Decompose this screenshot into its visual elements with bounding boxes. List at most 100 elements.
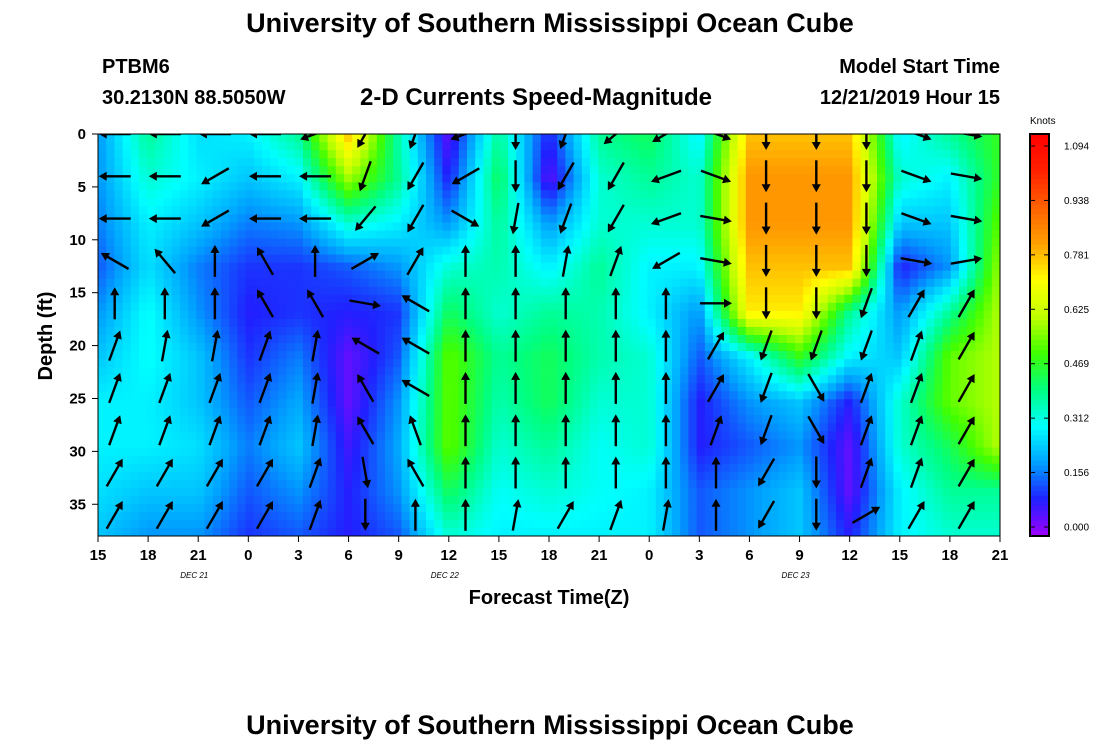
current-arrow (557, 161, 575, 191)
current-arrow (900, 169, 932, 184)
current-arrow (561, 456, 571, 489)
current-arrow (461, 414, 470, 447)
current-arrow (401, 379, 430, 397)
chart-title: University of Southern Mississippi Ocean… (246, 8, 854, 38)
current-arrow (758, 458, 776, 487)
current-arrow (761, 287, 771, 320)
current-arrow (607, 204, 625, 233)
colorbar-tick-label: 1.094 (1064, 142, 1089, 153)
x-tick-label: 18 (942, 547, 959, 564)
current-arrow (406, 247, 424, 276)
x-tick-label: 21 (591, 547, 608, 564)
model-start-label: Model Start Time (839, 56, 1000, 78)
current-arrow (258, 372, 272, 404)
current-arrow (158, 372, 172, 404)
current-arrow (661, 414, 671, 447)
date-labels: DEC 21 DEC 22 DEC 23 (180, 571, 810, 580)
model-start-value: 12/21/2019 Hour 15 (819, 87, 1000, 109)
current-arrow (859, 330, 873, 361)
current-arrow (556, 501, 574, 530)
y-tick-label: 0 (78, 126, 86, 143)
current-arrow (859, 457, 874, 489)
current-arrow (811, 160, 821, 193)
colorbar-tick-label: 0.000 (1064, 523, 1089, 534)
current-arrow (98, 214, 131, 224)
x-axis-label: Forecast Time(Z) (469, 587, 630, 609)
current-arrow (652, 251, 681, 269)
y-tick-label: 20 (69, 338, 86, 355)
y-tick-label: 25 (69, 390, 86, 407)
colorbar-tick-label: 0.469 (1064, 359, 1089, 370)
current-arrow (349, 299, 381, 310)
y-tick-label: 10 (69, 232, 86, 249)
current-arrow (909, 330, 924, 362)
current-arrow (408, 415, 422, 446)
current-arrow (450, 209, 480, 227)
y-axis-label: Depth (ft) (35, 292, 57, 381)
current-arrow (700, 298, 732, 308)
x-tick-label: 15 (891, 547, 908, 564)
current-arrow (308, 499, 323, 531)
current-arrow (407, 161, 425, 191)
colorbar-tick-label: 0.156 (1064, 468, 1089, 479)
x-tick-label: 15 (491, 547, 508, 564)
current-arrow (208, 372, 222, 404)
current-arrow (861, 160, 871, 193)
current-arrow (861, 134, 871, 150)
colorbar-tick-label: 0.312 (1064, 414, 1089, 425)
colorbar-tick-label: 0.625 (1064, 305, 1089, 316)
colorbar: 1.094 0.938 0.781 0.625 0.469 0.312 0.156 0.000 (1029, 133, 1089, 537)
current-arrow (900, 212, 932, 226)
current-arrow (861, 202, 871, 235)
current-arrow (257, 289, 275, 318)
current-arrow (609, 245, 623, 277)
current-arrow (205, 458, 223, 488)
x-tick-label: 9 (394, 547, 402, 564)
current-arrow (110, 287, 120, 320)
current-arrow (950, 255, 983, 265)
current-arrow (108, 372, 122, 404)
current-arrow (603, 134, 618, 145)
current-arrow (611, 287, 621, 320)
current-arrow (155, 458, 173, 488)
current-arrow (511, 329, 521, 362)
current-arrow (759, 372, 773, 403)
y-tick-label: 35 (69, 496, 86, 513)
current-arrow (611, 456, 621, 489)
current-arrow (611, 329, 621, 362)
current-arrow (650, 169, 682, 184)
y-axis-ticks: 0 5 10 15 20 25 30 35 (69, 126, 98, 513)
current-arrow (706, 374, 724, 403)
current-arrow (909, 457, 924, 489)
x-tick-label: 9 (795, 547, 803, 564)
current-arrow (511, 456, 521, 489)
current-arrow (957, 289, 975, 318)
x-tick-label: 15 (90, 547, 107, 564)
current-arrow (148, 214, 181, 224)
current-arrow (98, 134, 131, 139)
current-arrow (957, 416, 975, 445)
current-arrow (351, 337, 380, 355)
current-arrow (851, 506, 881, 524)
current-arrow (361, 456, 372, 489)
x-tick-label: 3 (294, 547, 302, 564)
current-arrow (661, 499, 672, 531)
current-arrow (759, 414, 773, 446)
current-arrow (561, 287, 571, 320)
current-arrow (158, 415, 172, 446)
x-tick-label: 21 (190, 547, 207, 564)
current-arrow (154, 248, 177, 274)
current-arrow (98, 171, 131, 181)
current-arrow (511, 287, 521, 320)
current-arrow (511, 244, 521, 277)
colorbar-frame (1029, 133, 1050, 537)
current-arrow (761, 160, 771, 193)
current-arrow (561, 414, 571, 447)
current-arrow (611, 414, 621, 447)
current-arrow (511, 160, 521, 193)
station-location: 30.2130N 88.5050W (102, 87, 286, 109)
current-arrow (160, 329, 171, 362)
current-arrow (148, 134, 181, 139)
current-arrow (205, 501, 223, 530)
colorbar-tick-label: 0.938 (1064, 196, 1089, 207)
